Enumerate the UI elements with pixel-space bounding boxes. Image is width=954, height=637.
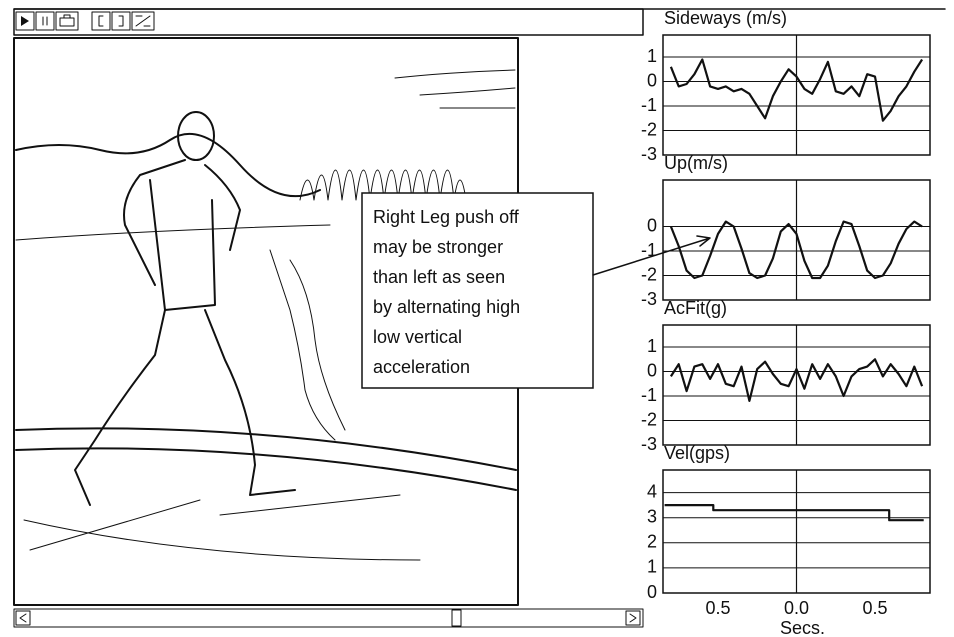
annotation-line: than left as seen: [373, 267, 505, 287]
y-tick-label: 1: [647, 46, 657, 66]
y-tick-label: -3: [641, 289, 657, 309]
x-tick-label: 0.5: [705, 598, 730, 618]
y-tick-label: -3: [641, 434, 657, 454]
runner-torso: [124, 160, 240, 310]
scroll-thumb[interactable]: [452, 610, 461, 626]
scrollbar: [14, 609, 643, 627]
scroll-track[interactable]: [14, 609, 643, 627]
y-tick-label: -3: [641, 144, 657, 164]
y-tick-label: 1: [647, 336, 657, 356]
annotation-line: Right Leg push off: [373, 207, 520, 227]
mark-out-icon: [119, 16, 123, 26]
annotation-line: may be stronger: [373, 237, 503, 257]
x-axis-label: Secs.: [780, 618, 825, 637]
pause-icon: [43, 17, 47, 25]
y-tick-label: -2: [641, 264, 657, 284]
x-tick-label: 0.5: [863, 598, 888, 618]
chart-title: Sideways (m/s): [664, 8, 787, 28]
annotation-line: low vertical: [373, 327, 462, 347]
y-tick-label: 1: [647, 557, 657, 577]
y-tick-label: 0: [647, 70, 657, 90]
y-tick-label: 2: [647, 532, 657, 552]
pause-button[interactable]: [36, 12, 54, 30]
y-tick-label: -1: [641, 385, 657, 405]
y-tick-label: 0: [647, 360, 657, 380]
scroll-left-icon: [20, 614, 26, 622]
play-controls: [16, 12, 154, 30]
annotation-line: acceleration: [373, 357, 470, 377]
y-tick-label: 3: [647, 506, 657, 526]
scroll-left-button[interactable]: [16, 611, 30, 625]
scroll-right-icon: [630, 614, 636, 622]
y-tick-label: 4: [647, 481, 657, 501]
mark-in-button[interactable]: [92, 12, 110, 30]
y-tick-label: 0: [647, 582, 657, 602]
mark-in-icon: [99, 16, 103, 26]
scroll-right-button[interactable]: [626, 611, 640, 625]
app-screen: Right Leg push off may be stronger than le…: [0, 0, 954, 637]
y-tick-label: 0: [647, 215, 657, 235]
horizon: [16, 225, 330, 240]
brush: [270, 250, 345, 440]
zoom-icon: [136, 16, 150, 26]
annotation-line: by alternating high: [373, 297, 520, 317]
snapshot-icon: [60, 15, 74, 26]
toolbar: [14, 9, 643, 35]
runner: [75, 112, 295, 505]
distant-trees: [395, 70, 515, 108]
runner-legs: [75, 310, 295, 505]
chart-title: Vel(gps): [664, 443, 730, 463]
curb: [16, 428, 516, 490]
y-tick-label: -1: [641, 95, 657, 115]
sidewalk: [24, 495, 420, 560]
chart-title: AcFit(g): [664, 298, 727, 318]
y-tick-label: -2: [641, 409, 657, 429]
y-tick-label: -1: [641, 240, 657, 260]
mark-out-button[interactable]: [112, 12, 130, 30]
x-tick-label: 0.0: [784, 598, 809, 618]
runner-head: [178, 112, 214, 160]
y-tick-label: -2: [641, 119, 657, 139]
chart-title: Up(m/s): [664, 153, 728, 173]
play-icon: [21, 16, 29, 26]
